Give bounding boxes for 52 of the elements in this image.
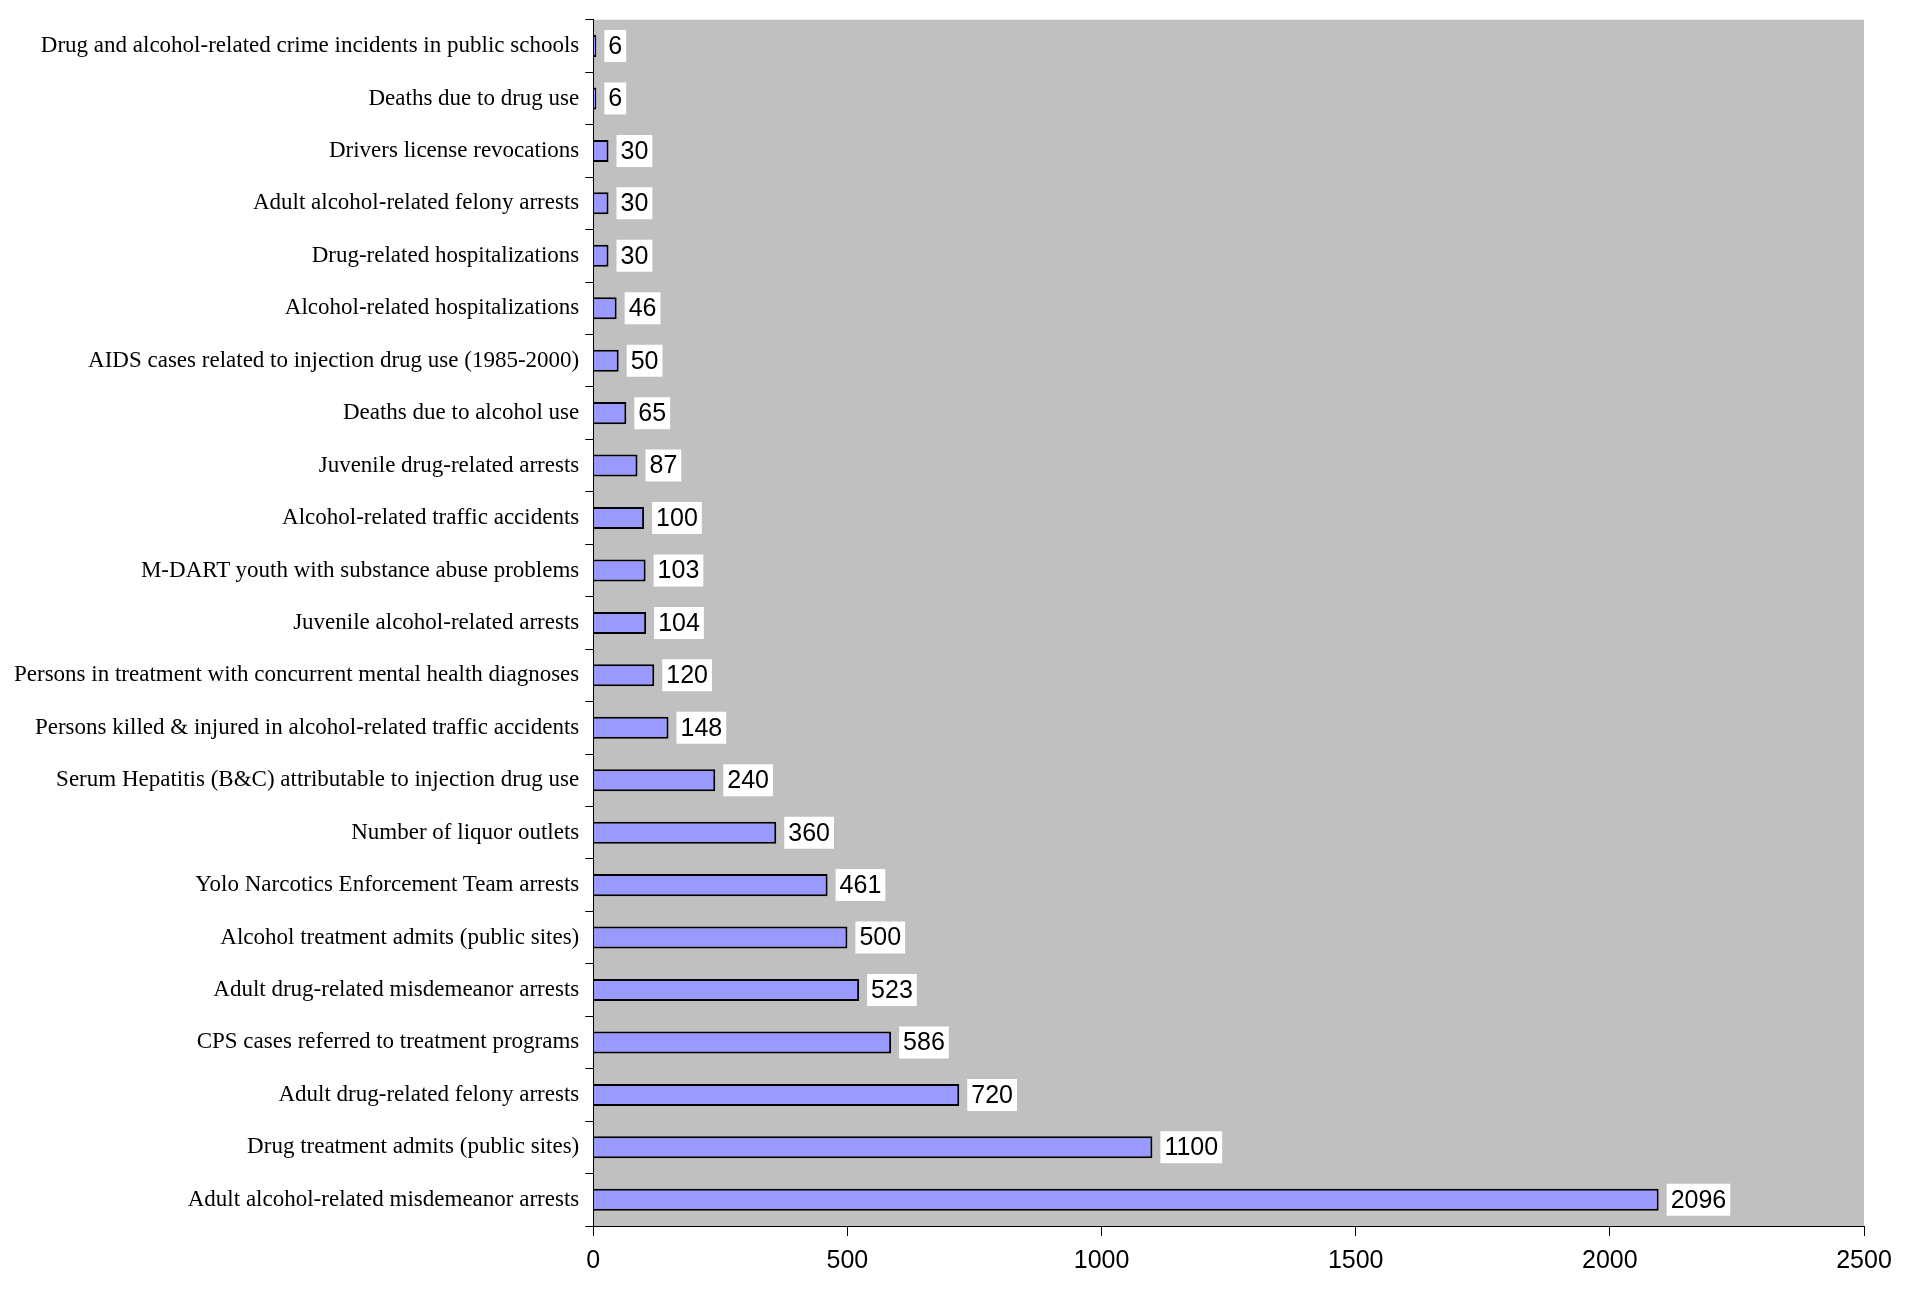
data-label: 87 [649,450,678,479]
x-tick-label: 2500 [1836,1244,1892,1273]
y-tick-label: Persons in treatment with concurrent mental health diagnoses [14,661,580,687]
data-label: 103 [657,555,700,584]
data-label: 50 [630,345,659,374]
data-label: 523 [871,974,913,1003]
y-tick-label: Adult drug-related felony arrests [278,1080,580,1106]
data-label: 30 [620,135,649,164]
data-label: 461 [839,870,882,899]
x-tick-label: 2000 [1582,1244,1638,1273]
y-tick-label: M-DART youth with substance abuse problems [140,556,580,582]
data-label: 148 [680,712,723,741]
data-label: 120 [666,660,708,689]
y-tick-label: Number of liquor outlets [351,818,580,844]
data-label: 30 [620,188,649,217]
y-tick-label: Serum Hepatitis (B&C) attributable to injection drug use [56,766,580,792]
y-tick-label: Alcohol-related traffic accidents [282,504,580,530]
data-label: 6 [608,30,623,59]
y-tick-label: Alcohol treatment admits (public sites) [220,923,580,949]
y-tick-label: Adult alcohol-related felony arrests [252,189,580,215]
data-label: 100 [656,502,698,531]
y-tick-label: Juvenile alcohol-related arrests [293,608,580,634]
y-tick-label: Adult alcohol-related misdemeanor arrests [187,1185,580,1211]
y-tick-label: Drug treatment admits (public sites) [247,1133,580,1159]
x-tick-label: 500 [826,1244,869,1273]
data-label: 500 [859,922,902,951]
y-tick-label: Deaths due to alcohol use [342,399,580,425]
data-label: 6 [608,83,623,112]
y-tick-label: Drug-related hospitalizations [311,241,580,267]
data-label: 586 [903,1027,945,1056]
data-label: 2096 [1670,1184,1727,1213]
y-tick-label: AIDS cases related to injection drug use (1985-2000) [88,346,580,372]
y-tick-label: Yolo Narcotics Enforcement Team arrests [195,871,580,897]
data-label: 1100 [1164,1132,1219,1161]
data-label: 720 [971,1079,1013,1108]
y-tick-label: Persons killed & injured in alcohol-related traffic accidents [34,713,580,739]
x-tick-label: 1500 [1327,1244,1384,1273]
y-tick-label: Drivers license revocations [328,136,580,162]
data-label: 46 [628,293,657,322]
y-tick-label: Drug and alcohol-related crime incidents in public schools [40,32,580,58]
y-tick-label: Juvenile drug-related arrests [318,451,580,477]
x-tick-label: 1000 [1073,1244,1130,1273]
data-label: 65 [638,398,667,427]
data-label: 240 [727,765,769,794]
y-tick-label: Adult drug-related misdemeanor arrests [213,976,580,1002]
data-label: 30 [620,240,649,269]
x-tick-label: 0 [586,1244,601,1273]
data-label: 104 [658,607,700,636]
y-tick-label: Deaths due to drug use [368,84,580,110]
data-label: 360 [788,817,830,846]
y-tick-label: Alcohol-related hospitalizations [284,294,580,320]
y-tick-label: CPS cases referred to treatment programs [196,1028,580,1054]
